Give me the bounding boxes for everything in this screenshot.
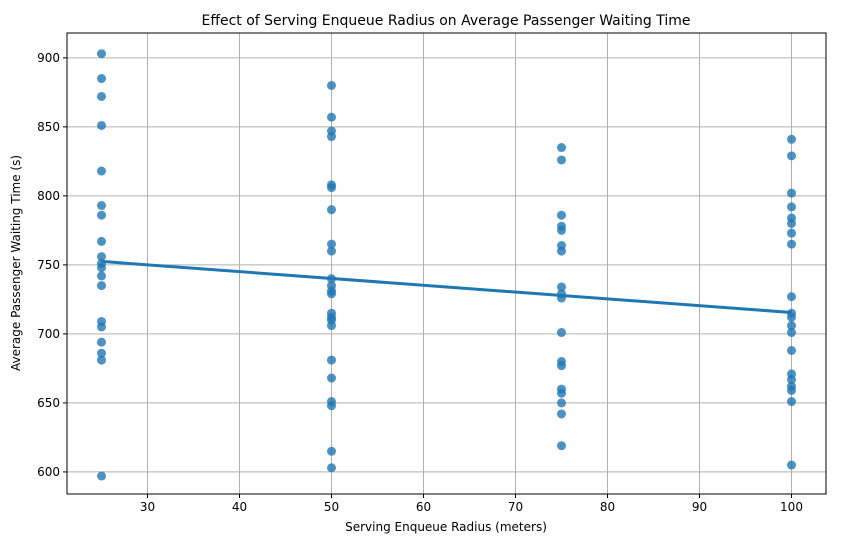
data-points xyxy=(97,49,796,481)
regression-line-group xyxy=(101,259,792,314)
data-point xyxy=(557,210,566,220)
data-point xyxy=(787,328,796,338)
x-axis-label: Serving Enqueue Radius (meters) xyxy=(345,520,547,534)
data-point xyxy=(557,282,566,292)
plot-frame xyxy=(66,32,827,495)
data-point xyxy=(327,239,336,249)
data-point xyxy=(787,218,796,228)
x-tick-label: 60 xyxy=(416,500,431,514)
data-point xyxy=(97,49,106,59)
data-point xyxy=(97,263,106,273)
data-point xyxy=(327,373,336,383)
data-point xyxy=(787,312,796,322)
data-point xyxy=(327,132,336,142)
data-point xyxy=(327,112,336,122)
data-point xyxy=(327,446,336,456)
x-tick-label: 30 xyxy=(140,500,155,514)
data-point xyxy=(557,398,566,408)
data-point xyxy=(557,155,566,165)
data-point xyxy=(787,292,796,302)
data-point xyxy=(97,337,106,347)
data-point xyxy=(327,463,336,473)
x-tick-label: 80 xyxy=(600,500,615,514)
x-tick-label: 40 xyxy=(232,500,247,514)
data-point xyxy=(787,345,796,355)
data-point xyxy=(97,355,106,365)
data-point xyxy=(787,228,796,238)
data-point xyxy=(557,225,566,235)
data-point xyxy=(557,441,566,451)
x-tick-label: 50 xyxy=(324,500,339,514)
data-point xyxy=(557,361,566,371)
y-tick-label: 650 xyxy=(37,396,60,410)
data-point xyxy=(787,151,796,161)
data-point xyxy=(327,80,336,90)
y-tick-label: 800 xyxy=(37,189,60,203)
data-point xyxy=(97,236,106,246)
chart-title: Effect of Serving Enqueue Radius on Aver… xyxy=(201,13,690,29)
data-point xyxy=(787,134,796,144)
x-tick-label: 100 xyxy=(780,500,803,514)
data-point xyxy=(557,409,566,419)
data-point xyxy=(327,289,336,299)
data-point xyxy=(97,120,106,130)
y-tick-label: 900 xyxy=(37,51,60,65)
data-point xyxy=(787,397,796,407)
data-point xyxy=(97,166,106,176)
data-point xyxy=(97,281,106,291)
data-point xyxy=(787,460,796,470)
data-point xyxy=(97,271,106,281)
data-point xyxy=(787,188,796,198)
data-point xyxy=(97,201,106,211)
data-point xyxy=(327,355,336,365)
x-tick-label: 90 xyxy=(692,500,707,514)
data-point xyxy=(97,210,106,220)
data-point xyxy=(97,322,106,332)
regression-line xyxy=(101,259,792,314)
data-point xyxy=(557,246,566,256)
data-point xyxy=(787,239,796,249)
data-point xyxy=(787,374,796,384)
data-point xyxy=(97,471,106,481)
data-point xyxy=(327,321,336,331)
y-tick-label: 600 xyxy=(37,465,60,479)
data-point xyxy=(787,321,796,331)
y-tick-label: 850 xyxy=(37,120,60,134)
y-tick-label: 750 xyxy=(37,258,60,272)
x-tick-label: 70 xyxy=(508,500,523,514)
data-point xyxy=(787,202,796,212)
data-point xyxy=(97,252,106,262)
data-point xyxy=(97,348,106,358)
data-point xyxy=(327,401,336,411)
data-point xyxy=(327,183,336,193)
data-point xyxy=(97,91,106,101)
x-axis-ticks: 30 40 50 60 70 80 90 100 xyxy=(140,494,803,514)
grid xyxy=(67,33,826,494)
y-axis-label: Average Passenger Waiting Time (s) xyxy=(9,155,23,371)
y-tick-label: 700 xyxy=(37,327,60,341)
data-point xyxy=(787,385,796,395)
data-point xyxy=(97,74,106,84)
data-point xyxy=(327,246,336,256)
data-point xyxy=(557,143,566,153)
data-point xyxy=(327,205,336,215)
data-point xyxy=(557,328,566,338)
data-point xyxy=(557,388,566,398)
y-axis-ticks: 600 650 700 750 800 850 900 xyxy=(37,51,67,479)
